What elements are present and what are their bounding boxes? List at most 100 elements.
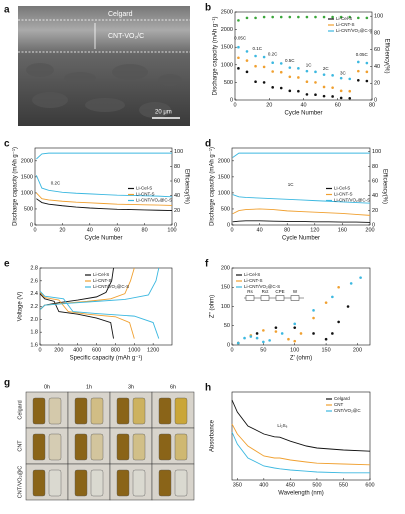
data-point bbox=[299, 332, 303, 335]
y2-tick-label: 0 bbox=[174, 222, 177, 228]
data-point bbox=[312, 309, 315, 312]
data-point bbox=[339, 76, 343, 80]
data-point bbox=[357, 69, 360, 73]
x-tick-label: 1200 bbox=[147, 347, 159, 353]
plot-frame bbox=[231, 391, 371, 481]
layer-label: Celgard bbox=[108, 11, 133, 18]
data-point bbox=[245, 70, 249, 74]
data-point bbox=[297, 15, 300, 19]
data-line bbox=[36, 192, 173, 206]
legend-label: CNT/VO₂@C bbox=[334, 408, 361, 413]
data-line bbox=[232, 152, 370, 158]
data-line bbox=[35, 175, 173, 198]
data-point bbox=[348, 89, 352, 93]
data-point bbox=[348, 96, 352, 100]
photo-cell bbox=[109, 391, 153, 429]
y-tick-label: 200 bbox=[221, 265, 230, 271]
y2-tick-label: 60 bbox=[174, 178, 180, 184]
y-tick-label: 50 bbox=[224, 323, 230, 329]
data-point bbox=[287, 337, 290, 341]
x-tick-label: 0 bbox=[230, 227, 233, 233]
data-point bbox=[331, 74, 334, 77]
y2-tick-label: 100 bbox=[174, 149, 183, 155]
circuit-element bbox=[275, 295, 285, 301]
x-tick-label: 80 bbox=[369, 102, 375, 108]
x-tick-label: 0 bbox=[230, 347, 233, 353]
vial bbox=[90, 397, 104, 425]
y-tick-label: 2000 bbox=[221, 27, 233, 33]
vial bbox=[158, 433, 172, 461]
y2-tick-label: 60 bbox=[374, 47, 380, 53]
x-axis-label: Wavelength (nm) bbox=[278, 491, 323, 497]
data-point bbox=[293, 322, 297, 326]
y-tick-label: 2.2 bbox=[30, 304, 38, 310]
data-point bbox=[348, 15, 352, 19]
vial bbox=[132, 469, 146, 497]
y2-tick-label: 80 bbox=[174, 164, 180, 170]
data-point bbox=[262, 81, 266, 84]
data-point bbox=[271, 86, 274, 89]
x-tick-label: 200 bbox=[353, 347, 362, 353]
x-tick-label: 600 bbox=[92, 347, 101, 353]
panel-label: f bbox=[205, 259, 209, 270]
vial bbox=[116, 433, 130, 461]
x-tick-label: 500 bbox=[312, 482, 321, 488]
y2-axis-label: Efficiency(%) bbox=[381, 169, 387, 204]
layer-label: CNT-VO₂/C bbox=[108, 33, 144, 40]
vial bbox=[90, 433, 104, 461]
photo-cell bbox=[25, 427, 69, 465]
circuit-label: CPE bbox=[275, 289, 284, 294]
data-point bbox=[324, 337, 328, 341]
legend-label: Li-CNT-S bbox=[334, 192, 353, 197]
vial bbox=[48, 433, 62, 461]
data-point bbox=[288, 15, 292, 19]
data-point bbox=[365, 61, 369, 65]
data-line bbox=[231, 423, 371, 466]
data-point bbox=[262, 329, 265, 332]
x-axis-label: Specific capacity (mAh g⁻¹) bbox=[70, 356, 143, 362]
vial bbox=[48, 397, 62, 425]
photo-cell bbox=[67, 391, 111, 429]
data-point bbox=[280, 332, 284, 335]
data-point bbox=[305, 80, 309, 83]
data-point bbox=[254, 54, 257, 58]
data-point bbox=[314, 93, 317, 97]
vial bbox=[116, 469, 130, 497]
vial bbox=[74, 433, 88, 461]
x-tick-label: 60 bbox=[114, 227, 120, 233]
data-point bbox=[279, 15, 283, 19]
y-tick-label: 0 bbox=[30, 222, 33, 228]
legend-label: Li-CNT-S bbox=[136, 192, 155, 197]
y2-tick-label: 60 bbox=[372, 178, 378, 184]
legend-label: Li-Cel-S bbox=[136, 186, 152, 191]
data-point bbox=[331, 295, 334, 299]
data-point bbox=[314, 70, 317, 74]
x-tick-label: 350 bbox=[233, 482, 242, 488]
vial bbox=[48, 469, 62, 497]
photo-cell bbox=[25, 391, 69, 429]
data-line bbox=[232, 208, 371, 216]
vial bbox=[74, 397, 88, 425]
data-point bbox=[255, 336, 259, 340]
data-point bbox=[245, 59, 249, 62]
x-axis-label: Cycle Number bbox=[282, 236, 320, 242]
data-line bbox=[39, 293, 114, 339]
y2-tick-label: 40 bbox=[374, 64, 380, 70]
circuit-element bbox=[245, 295, 255, 301]
photo-cell bbox=[151, 391, 195, 429]
data-line bbox=[36, 152, 172, 160]
data-point bbox=[262, 55, 266, 59]
y-tick-label: 500 bbox=[24, 206, 33, 212]
x-tick-label: 200 bbox=[54, 347, 63, 353]
legend-label: Li-CNT/VO₂@C-S bbox=[93, 284, 129, 289]
data-point bbox=[349, 282, 353, 285]
y-tick-label: 2000 bbox=[218, 158, 230, 164]
vial bbox=[158, 397, 172, 425]
y-tick-label: 1500 bbox=[218, 174, 230, 180]
vial bbox=[158, 469, 172, 497]
legend-label: Li-CNT-S bbox=[93, 278, 112, 283]
data-point bbox=[297, 67, 300, 70]
data-point bbox=[288, 66, 292, 69]
annotation: 1C bbox=[288, 182, 295, 187]
